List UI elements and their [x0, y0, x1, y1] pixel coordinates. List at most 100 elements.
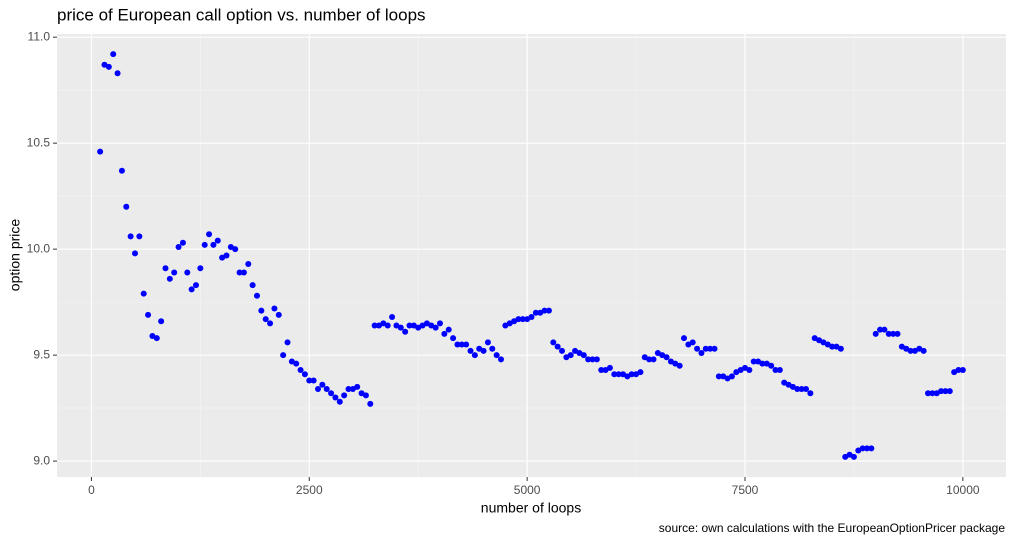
point — [450, 335, 457, 342]
point — [158, 318, 165, 325]
point — [541, 307, 548, 314]
point — [367, 400, 374, 407]
point — [131, 250, 138, 257]
point — [188, 286, 195, 293]
point — [942, 388, 949, 395]
point — [402, 328, 409, 335]
point — [598, 366, 605, 373]
point — [707, 345, 714, 352]
point — [206, 231, 213, 238]
point — [432, 324, 439, 331]
point — [467, 347, 474, 354]
y-tick-label: 11.0 — [28, 29, 51, 43]
point — [894, 330, 901, 337]
point — [389, 313, 396, 320]
x-tick-label: 10000 — [946, 483, 980, 497]
point — [646, 356, 653, 363]
point — [97, 148, 104, 155]
point — [328, 390, 335, 397]
point — [275, 311, 282, 318]
point — [114, 70, 121, 77]
y-tick-label: 9.5 — [33, 347, 50, 361]
point — [929, 390, 936, 397]
point — [925, 390, 932, 397]
point — [171, 269, 178, 276]
point — [484, 339, 491, 346]
point — [341, 392, 348, 399]
point — [567, 352, 574, 359]
point — [127, 233, 134, 240]
point — [323, 386, 330, 393]
point — [110, 51, 117, 58]
point — [232, 246, 239, 253]
point — [345, 386, 352, 393]
point — [519, 316, 526, 323]
point — [105, 63, 112, 70]
point — [210, 241, 217, 248]
point — [946, 388, 953, 395]
point — [197, 265, 204, 272]
point — [864, 445, 871, 452]
point — [759, 360, 766, 367]
point — [794, 386, 801, 393]
point — [293, 360, 300, 367]
point — [728, 373, 735, 380]
point — [162, 265, 169, 272]
point — [877, 326, 884, 333]
point — [798, 386, 805, 393]
point — [637, 369, 644, 376]
y-tick-label: 10.0 — [27, 241, 51, 255]
point — [837, 345, 844, 352]
point — [868, 445, 875, 452]
point — [959, 366, 966, 373]
point — [118, 167, 125, 174]
point — [236, 269, 243, 276]
point — [859, 445, 866, 452]
point — [175, 244, 182, 251]
point — [698, 350, 705, 357]
point — [681, 335, 688, 342]
point — [807, 390, 814, 397]
point — [676, 362, 683, 369]
point — [258, 307, 265, 314]
point — [829, 343, 836, 350]
point — [920, 347, 927, 354]
point — [589, 356, 596, 363]
point — [253, 292, 260, 299]
point — [441, 330, 448, 337]
point — [803, 386, 810, 393]
point — [463, 341, 470, 348]
point — [628, 371, 635, 378]
x-tick-label: 7500 — [732, 483, 759, 497]
point — [606, 364, 613, 371]
point — [850, 453, 857, 460]
point — [336, 398, 343, 405]
point — [694, 345, 701, 352]
point — [454, 341, 461, 348]
point — [907, 347, 914, 354]
point — [746, 366, 753, 373]
point — [881, 326, 888, 333]
point — [153, 335, 160, 342]
point — [240, 269, 247, 276]
point — [201, 241, 208, 248]
point — [271, 305, 278, 312]
point — [140, 290, 147, 297]
point — [262, 316, 269, 323]
point — [214, 237, 221, 244]
point — [593, 356, 600, 363]
point — [768, 362, 775, 369]
point — [306, 377, 313, 384]
point — [689, 339, 696, 346]
point — [663, 354, 670, 361]
point — [955, 366, 962, 373]
point — [136, 233, 143, 240]
point — [702, 345, 709, 352]
x-tick-label: 5000 — [514, 483, 541, 497]
point — [267, 320, 274, 327]
point — [314, 386, 321, 393]
point — [458, 341, 465, 348]
point — [397, 324, 404, 331]
point — [493, 352, 500, 359]
